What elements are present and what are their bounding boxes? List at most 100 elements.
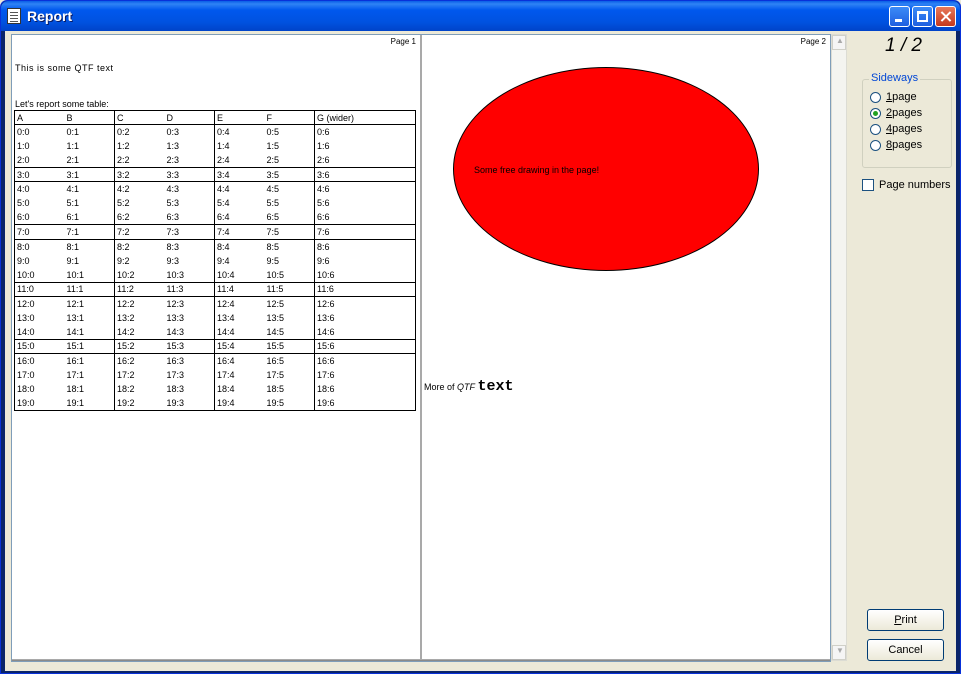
table-cell: 19:4	[214, 396, 265, 411]
table-cell: 19:3	[166, 398, 185, 409]
print-label-rest: rint	[901, 614, 917, 626]
table-header-cell: F	[266, 112, 273, 123]
sideways-option-1[interactable]: 1 page	[870, 90, 917, 104]
title-bar[interactable]: Report	[1, 1, 960, 31]
table-cell: 19:1	[66, 398, 85, 409]
report-icon	[7, 8, 21, 24]
table-cell: 4:6	[314, 181, 416, 197]
table-cell: 3:5	[264, 167, 315, 182]
table-cell: 17:0	[17, 369, 35, 380]
table-cell: 14:1	[66, 326, 85, 337]
table-cell: 16:4	[214, 353, 265, 368]
table-cell: 4:1	[64, 181, 115, 197]
report-preview: Page 1 This is some QTF text Let's repor…	[11, 34, 831, 662]
table-cell: 3:2	[114, 167, 165, 182]
table-cell: 8:5	[264, 238, 315, 254]
table-cell: 11:6	[314, 281, 416, 297]
table-cell: 15:1	[64, 338, 115, 354]
table-cell: 8:4	[214, 238, 265, 254]
table-row: 18:0 18:1 18:2 18:3 18:4 18:5 18:6	[15, 382, 416, 397]
table-row: 14:0 14:1 14:2 14:3 14:4 14:5 14:6	[15, 324, 416, 340]
table-row: 3:0 3:1 3:2 3:3 3:4 3:5 3:6	[14, 167, 416, 182]
table-header-cell: E	[214, 110, 265, 125]
radio-button[interactable]	[870, 107, 881, 119]
table-cell: 13:3	[166, 312, 185, 323]
table-cell: 1:2	[114, 139, 165, 154]
sideways-option-2[interactable]: 2 pages	[870, 106, 922, 120]
table-cell: 10:2	[114, 267, 165, 283]
side-panel: 1 / 2 Sideways 1 page 2 pages 4 pages 8 pag…	[855, 31, 952, 667]
checkbox-box[interactable]	[862, 179, 874, 191]
table-row: 8:0 8:1 8:2 8:3 8:4 8:5 8:6	[14, 238, 416, 254]
more-italic: QTF	[457, 382, 476, 392]
table-row: 1:0 1:1 1:2 1:3 1:4 1:5 1:6	[15, 139, 416, 154]
table-intro: Let's report some table:	[15, 99, 109, 109]
table-cell: 11:2	[114, 281, 165, 297]
table-cell: 7:0	[14, 224, 65, 240]
table-cell: 8:2	[114, 238, 165, 254]
table-cell: 15:4	[214, 338, 265, 354]
radio-button[interactable]	[870, 91, 881, 103]
report-page-1: Page 1 This is some QTF text Let's repor…	[12, 35, 420, 659]
table-cell: 10:1	[66, 269, 85, 280]
table-cell: 9:4	[214, 253, 265, 268]
table-cell: 18:1	[66, 384, 85, 395]
scroll-up-button[interactable]: ▲	[832, 35, 846, 50]
table-cell: 12:4	[214, 295, 265, 311]
table-cell: 1:0	[17, 141, 30, 152]
table-cell: 15:6	[314, 338, 416, 354]
table-cell: 2:1	[66, 155, 80, 166]
table-cell: 14:0	[17, 326, 35, 337]
table-header-cell: D	[166, 112, 174, 123]
table-row: 15:0 15:1 15:2 15:3 15:4 15:5 15:6	[14, 338, 416, 354]
sideways-option-8[interactable]: 8 pages	[870, 138, 922, 152]
table-cell: 0:3	[164, 124, 215, 140]
vertical-scrollbar[interactable]: ▲ ▼	[831, 34, 847, 661]
table-row: 11:0 11:1 11:2 11:3 11:4 11:5 11:6	[14, 281, 416, 297]
table-cell: 12:1	[64, 295, 115, 311]
chevron-up-icon: ▲	[836, 36, 844, 45]
horizontal-scrollbar[interactable]	[12, 660, 830, 661]
table-cell: 19:6	[314, 396, 416, 411]
table-cell: 18:0	[17, 384, 35, 395]
table-cell: 19:2	[114, 396, 165, 411]
table-cell: 13:0	[17, 312, 35, 323]
table-cell: 8:6	[314, 238, 416, 254]
radio-button[interactable]	[870, 139, 881, 151]
table-cell: 10:5	[266, 269, 285, 280]
table-cell: 0:4	[214, 124, 265, 140]
table-row: 17:0 17:1 17:2 17:3 17:4 17:5 17:6	[15, 367, 416, 383]
table-cell: 18:3	[166, 384, 185, 395]
table-cell: 15:0	[14, 338, 65, 354]
report-page-2: Page 2 Some free drawing in the page! Mo…	[422, 35, 830, 659]
cancel-button[interactable]: Cancel	[867, 639, 944, 661]
table-cell: 2:0	[17, 155, 30, 166]
table-cell: 15:3	[164, 338, 215, 354]
table-cell: 11:3	[164, 281, 215, 297]
table-cell: 6:3	[166, 212, 180, 223]
table-cell: 12:6	[314, 295, 416, 311]
page-numbers-checkbox[interactable]: Page numbers	[862, 179, 951, 191]
chevron-down-icon: ▼	[836, 646, 844, 655]
table-header-cell: G (wider)	[314, 110, 416, 125]
red-ellipse-drawing	[453, 67, 759, 271]
table-row: 19:0 19:1 19:2 19:3 19:4 19:5 19:6	[15, 396, 416, 411]
option-label: pages	[892, 107, 923, 119]
table-cell: 4:3	[164, 181, 215, 197]
table-cell: 3:1	[64, 167, 115, 182]
minimize-button[interactable]	[889, 6, 910, 27]
client-area: Page 1 This is some QTF text Let's repor…	[5, 31, 956, 671]
table-cell: 12:0	[14, 295, 65, 311]
table-cell: 6:0	[17, 212, 30, 223]
close-button[interactable]	[935, 6, 956, 27]
maximize-button[interactable]	[912, 6, 933, 27]
table-cell: 13:1	[66, 312, 85, 323]
sideways-option-4[interactable]: 4 pages	[870, 122, 922, 136]
option-label: page	[892, 91, 917, 103]
option-accel: 8	[886, 139, 893, 151]
table-cell: 9:2	[114, 253, 165, 268]
scroll-down-button[interactable]: ▼	[832, 645, 846, 660]
radio-button[interactable]	[870, 123, 881, 135]
